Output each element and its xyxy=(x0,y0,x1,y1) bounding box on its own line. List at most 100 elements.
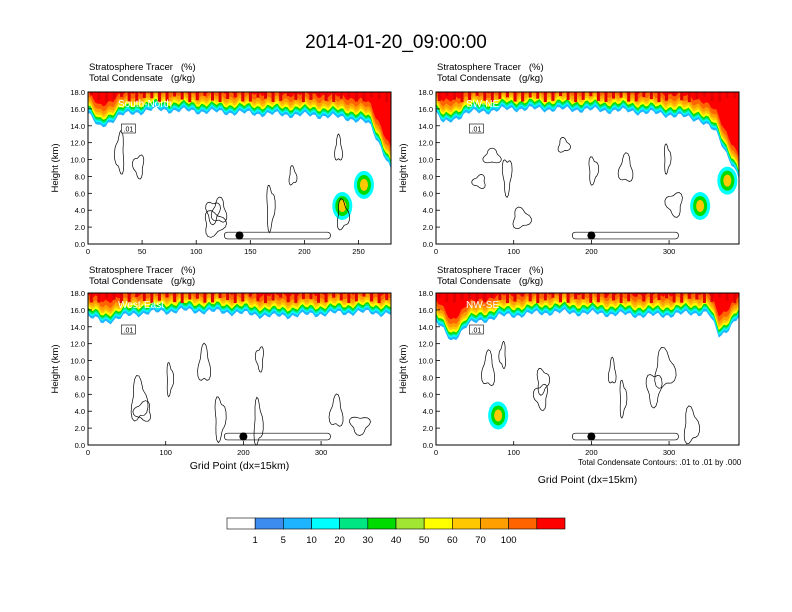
intrusion-inner xyxy=(723,174,732,187)
tracer-spike xyxy=(127,92,131,102)
tracer-spike xyxy=(725,92,729,99)
y-tick-label: 2.0 xyxy=(423,424,433,433)
x-axis-label: Grid Point (dx=15km) xyxy=(190,460,290,472)
plot-frame xyxy=(435,91,740,245)
condensate-contour xyxy=(572,231,679,240)
contour-label-box xyxy=(121,123,136,134)
contour-label-box xyxy=(469,324,484,335)
colorbar-swatch xyxy=(452,517,481,530)
tracer-spike xyxy=(97,293,101,303)
panel-label-condensate: Total Condensate (g/kg) xyxy=(437,73,544,84)
condensate-contour xyxy=(683,405,700,445)
condensate-contour xyxy=(588,156,600,186)
tracer-spike xyxy=(642,293,646,302)
y-tick-label: 18.0 xyxy=(70,88,85,97)
condensate-contour xyxy=(288,165,298,186)
colorbar-swatch xyxy=(226,517,256,530)
plot-area: .01 xyxy=(436,92,739,240)
tracer-spike xyxy=(619,293,623,304)
tracer-spike xyxy=(475,293,479,303)
y-tick-label: 2.0 xyxy=(75,223,85,232)
tracer-spike xyxy=(309,92,313,100)
tracer-spike xyxy=(710,92,714,102)
plot-area: .01 xyxy=(88,293,391,445)
y-tick-label: 0.0 xyxy=(75,441,85,450)
contour-label: .01 xyxy=(472,127,482,134)
tracer-spike xyxy=(596,293,600,303)
panel-label-condensate: Total Condensate (g/kg) xyxy=(89,73,196,84)
tracer-spike xyxy=(370,293,374,302)
tracer-spike xyxy=(483,293,487,303)
y-tick-label: 14.0 xyxy=(418,323,433,332)
tracer-spike xyxy=(377,293,381,304)
tracer-spike xyxy=(657,92,661,103)
tracer-spike xyxy=(256,92,260,98)
x-tick-label: 50 xyxy=(138,247,146,256)
tracer-spike xyxy=(157,92,161,102)
chart-west-east: .01 West-East 0.0 2.0 4.0 6.0 8.0 10.0 12.0 14.0 1… xyxy=(50,289,392,472)
tracer-spike xyxy=(437,92,441,102)
condensate-contour xyxy=(214,396,227,444)
colorbar-swatch xyxy=(395,517,425,530)
panel-west-east: Stratosphere Tracer (%) Total Condensate… xyxy=(0,261,400,486)
y-tick-label: 14.0 xyxy=(418,122,433,131)
colorbar-swatch xyxy=(311,517,340,530)
y-tick-label: 10.0 xyxy=(70,156,85,165)
tracer-spike xyxy=(498,92,502,99)
condensate-contour xyxy=(334,133,343,161)
condensate-contour xyxy=(114,129,125,175)
tracer-spike xyxy=(279,293,283,298)
tracer-spike xyxy=(385,92,389,103)
tracer-spike xyxy=(733,293,737,304)
chart-south-north: .01 South-North 0.0 2.0 4.0 6.0 8.0 10.0 12.0 14.… xyxy=(50,88,392,256)
tracer-spike xyxy=(354,293,358,302)
x-tick-label: 100 xyxy=(507,247,520,256)
tracer-spike xyxy=(294,293,298,303)
tracer-spike xyxy=(324,92,328,101)
y-tick-label: 4.0 xyxy=(75,407,85,416)
tracer-spike xyxy=(279,92,283,101)
figure-title: 2014-01-20_09:00:00 xyxy=(305,32,487,53)
tracer-spike xyxy=(210,92,214,101)
tracer-spike xyxy=(142,92,146,98)
y-axis-label: Height (km) xyxy=(50,143,61,192)
condensate-contour xyxy=(328,393,344,427)
contour-label: .01 xyxy=(472,328,482,335)
colorbar-swatch xyxy=(536,517,566,530)
y-tick-label: 12.0 xyxy=(418,139,433,148)
tracer-spike xyxy=(301,92,305,103)
panel-label-condensate: Total Condensate (g/kg) xyxy=(437,276,544,287)
tracer-spike xyxy=(248,92,252,102)
tracer-spike xyxy=(97,92,101,101)
condensate-contour xyxy=(266,184,276,234)
tracer-spike xyxy=(339,92,343,99)
y-tick-label: 10.0 xyxy=(70,357,85,366)
tracer-spike xyxy=(657,293,661,301)
tracer-spike xyxy=(733,92,737,99)
location-marker xyxy=(239,432,248,441)
y-axis-label: Height (km) xyxy=(398,344,409,393)
x-tick-label: 0 xyxy=(86,448,90,457)
tracer-spike xyxy=(241,92,245,102)
tracer-spike xyxy=(687,293,691,299)
tracer-spike xyxy=(165,92,169,102)
tracer-spike xyxy=(210,293,214,303)
colorbar-label: 10 xyxy=(306,535,317,546)
tracer-spike xyxy=(589,92,593,97)
condensate-contour xyxy=(210,196,228,223)
intrusion-inner xyxy=(696,200,705,212)
x-tick-label: 200 xyxy=(298,247,311,256)
tracer-spike xyxy=(452,92,456,100)
tracer-spike xyxy=(180,92,184,100)
contour-label-box xyxy=(469,123,484,134)
tracer-spike xyxy=(596,92,600,101)
plot-frame xyxy=(87,292,392,446)
contour-label-box xyxy=(121,324,136,335)
panel-label-tracer: Stratosphere Tracer (%) xyxy=(437,62,544,73)
tracer-spike xyxy=(218,92,222,103)
tracer-band xyxy=(436,293,739,325)
tracer-spike xyxy=(286,92,290,97)
condensate-contour xyxy=(617,152,634,182)
tracer-band xyxy=(88,293,391,304)
condensate-contour xyxy=(664,192,683,218)
